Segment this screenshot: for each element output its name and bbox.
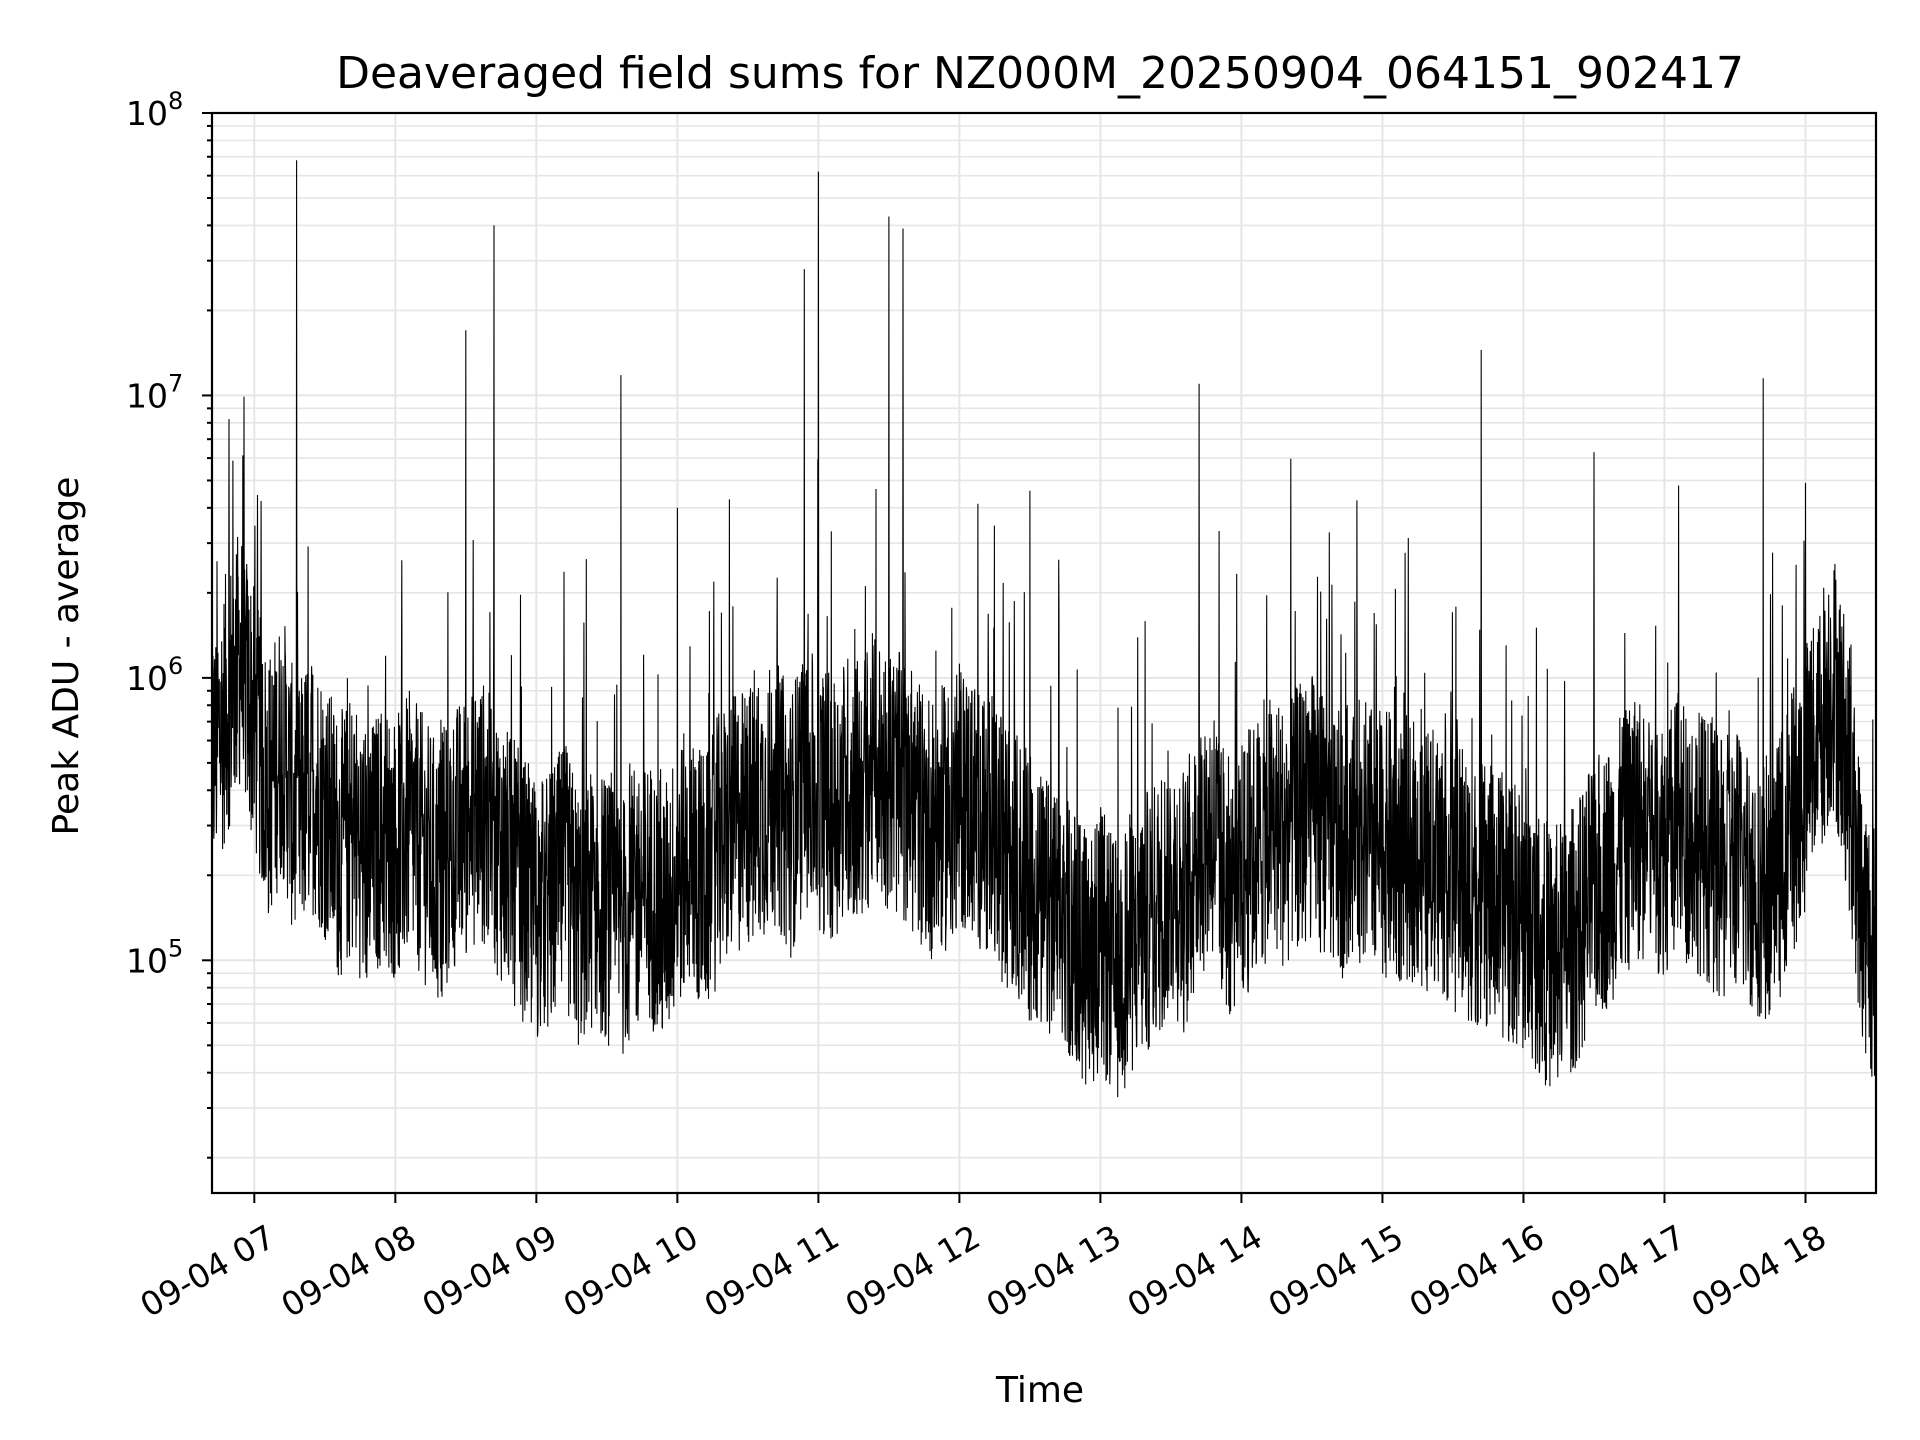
y-tick-exponent: 6 (168, 652, 183, 680)
y-tick-exponent: 7 (168, 369, 183, 397)
y-tick-label: 10 (126, 941, 168, 980)
y-tick-exponent: 8 (168, 87, 183, 115)
y-tick-label: 10 (126, 376, 168, 415)
chart-title: Deaveraged field sums for NZ000M_2025090… (336, 48, 1744, 99)
plot-area (211, 160, 1877, 1098)
plot-frame (210, 111, 1878, 1195)
data-series-line (211, 160, 1877, 1098)
x-axis-label: Time (995, 1370, 1084, 1411)
y-axis-label: Peak ADU - average (46, 477, 87, 836)
y-tick-exponent: 5 (168, 934, 183, 962)
y-tick-label: 10 (126, 659, 168, 698)
y-tick-label: 10 (126, 94, 168, 133)
